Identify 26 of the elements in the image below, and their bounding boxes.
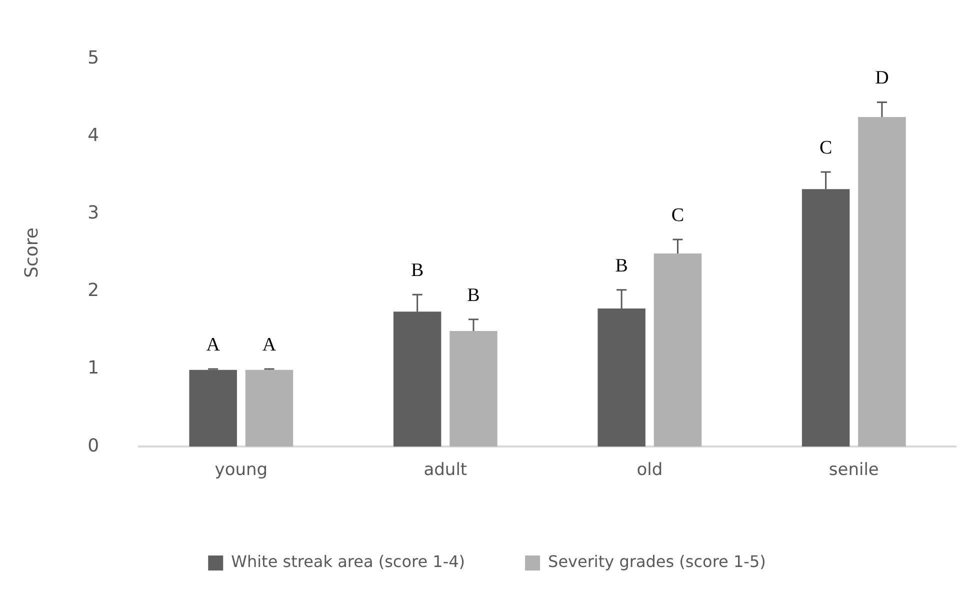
- data-label: C: [819, 138, 832, 159]
- y-tick-label: 3: [88, 202, 100, 224]
- y-tick-label: 5: [88, 47, 100, 68]
- y-tick-label: 1: [88, 358, 100, 379]
- x-tick-label: young: [214, 460, 268, 480]
- y-axis-title: Score: [21, 227, 42, 278]
- data-label: D: [875, 68, 889, 89]
- data-label: B: [615, 255, 628, 276]
- bar: [858, 116, 906, 447]
- data-label: B: [467, 284, 480, 306]
- data-label: A: [206, 334, 220, 356]
- y-tick-label: 0: [88, 435, 100, 456]
- bar: [189, 370, 237, 447]
- y-tick-label: 4: [88, 125, 100, 146]
- x-tick-label: old: [636, 460, 663, 480]
- legend-label: White streak area (score 1-4): [231, 552, 466, 572]
- bar: [245, 370, 294, 447]
- data-label: B: [410, 260, 424, 282]
- data-label: C: [671, 205, 684, 226]
- x-tick-label: senile: [828, 460, 879, 480]
- bar: [450, 331, 498, 447]
- legend-label: Severity grades (score 1-5): [548, 552, 766, 572]
- x-tick-label: adult: [424, 460, 468, 480]
- data-label: A: [262, 334, 276, 356]
- bar: [654, 253, 702, 447]
- y-tick-label: 2: [88, 280, 100, 302]
